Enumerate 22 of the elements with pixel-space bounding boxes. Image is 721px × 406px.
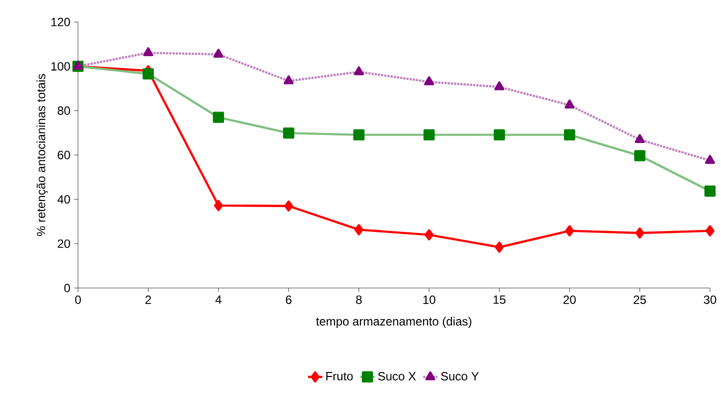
legend-label: Suco Y [441, 372, 479, 380]
y-tick-label: 120 [51, 18, 70, 26]
y-axis-title: % retenção antocianinas totais [36, 74, 48, 236]
x-tick-label: 8 [356, 296, 362, 304]
x-tick-label: 4 [215, 296, 222, 304]
x-tick-label: 25 [634, 296, 646, 304]
y-tick-label: 60 [58, 150, 70, 160]
x-tick-label: 15 [494, 296, 506, 304]
x-tick-label: 30 [704, 296, 716, 304]
x-tick-label: 20 [564, 296, 576, 304]
y-tick-label: 20 [58, 239, 70, 248]
legend-label: Suco X [378, 372, 416, 380]
x-tick-label: 0 [75, 296, 81, 304]
x-tick-label: 6 [286, 296, 292, 304]
y-tick-label: 0 [64, 284, 70, 292]
x-axis-title: tempo armazenamento (dias) [316, 316, 472, 328]
y-tick-label: 100 [51, 62, 70, 71]
y-tick-label: 80 [58, 106, 70, 115]
x-tick-label: 2 [145, 296, 151, 304]
y-tick-label: 40 [57, 195, 70, 204]
legend-label: Fruto [326, 372, 353, 380]
x-tick-label: 10 [423, 296, 436, 304]
